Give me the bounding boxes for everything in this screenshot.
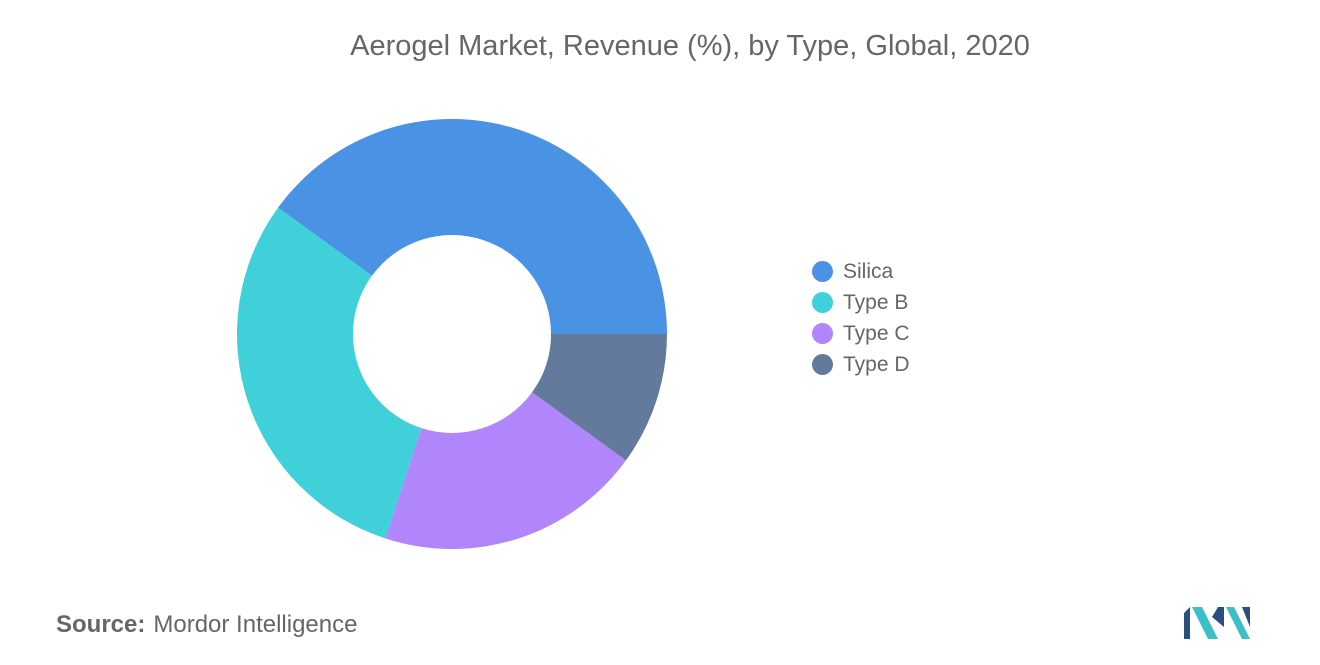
legend-label: Type B: [843, 290, 909, 314]
legend-item-type-b: Type B: [812, 287, 910, 318]
legend-label: Type C: [843, 321, 910, 345]
legend-swatch: [812, 354, 833, 375]
logo-part-middle-left: [1192, 607, 1218, 639]
slice-type-b: [236, 207, 422, 539]
legend-swatch: [812, 261, 833, 282]
legend: Silica Type B Type C Type D: [812, 256, 910, 380]
legend-item-type-d: Type D: [812, 349, 910, 380]
source-note: Source: Mordor Intelligence: [56, 611, 357, 639]
logo-part-middle-right: [1212, 607, 1224, 627]
logo-part-right: [1226, 607, 1250, 639]
legend-item-silica: Silica: [812, 256, 910, 287]
mordor-intelligence-logo-icon: [1184, 607, 1250, 639]
chart-title: Aerogel Market, Revenue (%), by Type, Gl…: [350, 30, 1030, 62]
legend-swatch: [812, 292, 833, 313]
slice-type-c: [385, 392, 626, 550]
slice-silica: [278, 118, 667, 335]
legend-item-type-c: Type C: [812, 318, 910, 349]
logo-part-far-right: [1242, 607, 1250, 627]
legend-label: Silica: [843, 259, 894, 283]
slice-type-d: [532, 334, 667, 461]
logo-part-left: [1184, 607, 1190, 639]
source-text: Mordor Intelligence: [153, 611, 358, 638]
legend-swatch: [812, 323, 833, 344]
legend-label: Type D: [843, 352, 910, 376]
source-label: Source:: [56, 611, 146, 638]
